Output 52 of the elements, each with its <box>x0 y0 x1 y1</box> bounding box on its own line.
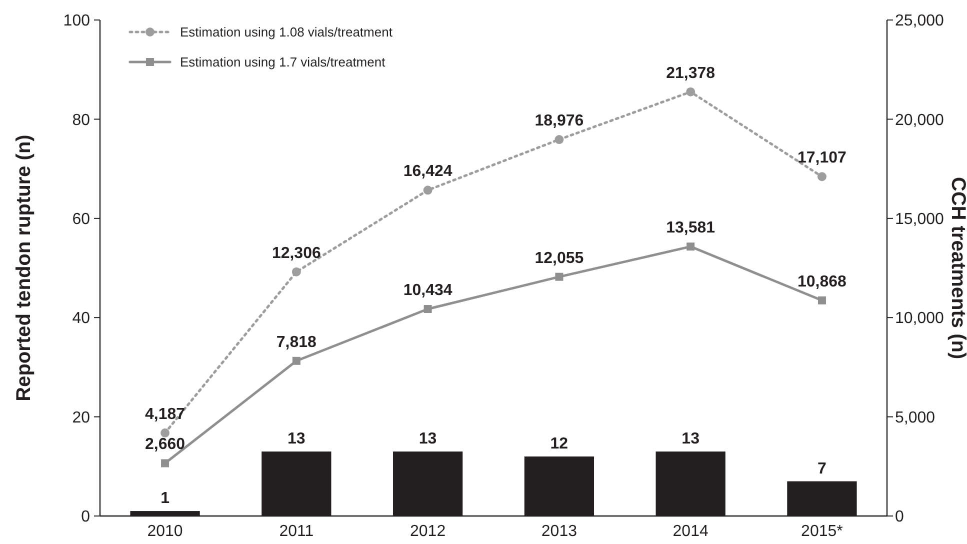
y-tick-label: 80 <box>72 112 90 129</box>
x-tick-label: 2014 <box>672 523 708 540</box>
data-label: 13 <box>288 430 306 448</box>
y2-axis-title: CCH treatments (n) <box>947 176 967 360</box>
data-label: 13 <box>418 430 437 448</box>
point <box>817 172 826 182</box>
point <box>424 304 432 313</box>
x-tick-label: 2012 <box>410 523 446 540</box>
data-label: 2,660 <box>145 436 186 454</box>
x-tick-label: 2010 <box>147 523 183 540</box>
point <box>292 267 301 276</box>
y-tick-label: 0 <box>81 508 90 526</box>
data-label: 12,055 <box>534 250 584 267</box>
y2-tick-label: 20,000 <box>895 112 944 129</box>
y-tick-label: 60 <box>72 211 90 228</box>
legend-label: Estimation using 1.7 vials/treatment <box>180 54 386 70</box>
y2-tick-label: 10,000 <box>895 310 944 328</box>
point <box>686 242 695 251</box>
y2-tick-label: 15,000 <box>895 211 944 228</box>
data-label: 1 <box>160 490 170 508</box>
data-label: 12 <box>550 435 568 452</box>
data-label: 18,976 <box>534 112 584 130</box>
data-label: 12,306 <box>272 244 321 262</box>
data-label: 4,187 <box>145 406 186 423</box>
data-label: 13 <box>682 430 700 448</box>
point <box>554 135 564 144</box>
data-label: 16,424 <box>403 163 452 180</box>
point <box>555 272 564 281</box>
y-axis-title: Reported tendon rupture (n) <box>13 134 35 402</box>
point <box>160 428 170 438</box>
point <box>423 186 432 195</box>
y-tick-label: 40 <box>72 310 90 328</box>
data-label: 21,378 <box>666 64 716 82</box>
data-label: 13,581 <box>666 220 716 237</box>
y2-tick-label: 25,000 <box>895 12 944 30</box>
data-label: 7,818 <box>276 334 317 351</box>
y2-tick-label: 0 <box>895 508 904 526</box>
data-label: 10,868 <box>797 273 847 290</box>
point <box>161 459 170 468</box>
point <box>818 296 826 304</box>
y-tick-label: 100 <box>63 12 90 30</box>
point <box>292 356 300 365</box>
x-tick-label: 2013 <box>541 523 578 540</box>
x-tick-label: 2011 <box>279 523 314 540</box>
y-tick-label: 20 <box>72 409 90 426</box>
x-tick-label: 2015* <box>801 523 843 540</box>
data-label: 17,107 <box>797 150 847 167</box>
y2-tick-label: 5,000 <box>895 409 936 426</box>
point <box>686 87 696 96</box>
legend-label: Estimation using 1.08 vials/treatment <box>180 24 393 40</box>
data-label: 10,434 <box>403 282 452 299</box>
data-label: 7 <box>818 460 827 478</box>
